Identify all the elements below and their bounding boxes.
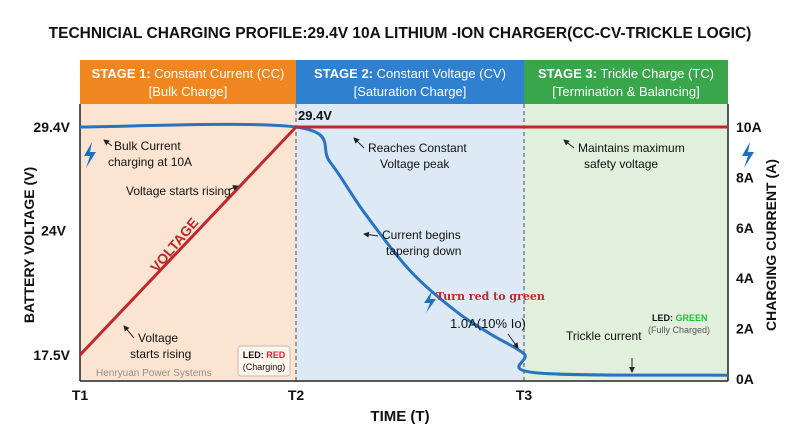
x-axis-title: TIME (T) [370, 408, 429, 425]
led-red-state: RED [266, 350, 286, 360]
y-right-tick-label: 4A [736, 270, 754, 286]
stage2-header-label: STAGE 2: Constant Voltage (CV) [314, 66, 506, 81]
x-tick-label-t3: T3 [516, 387, 533, 403]
annotation-arrow [123, 325, 135, 339]
annotation-voltage-rising-bottom: Voltage starts rising [130, 331, 191, 361]
stage3-header-rest: Trickle Charge (TC) [597, 66, 714, 81]
y-left-axis-title: BATTERY VOLTAGE (V) [21, 167, 37, 323]
y-right-tick-label: 10A [736, 119, 762, 135]
stage2-header-sub: [Saturation Charge] [354, 84, 467, 99]
annotation-reaches-cv-line1: Reaches Constant [368, 141, 467, 155]
stage1-header-label: STAGE 1: Constant Current (CC) [92, 66, 285, 81]
point-label-current-tail: 1.0A(10% Io) [450, 316, 526, 331]
stage2-header [296, 60, 524, 104]
annotation-arrow [353, 137, 365, 149]
y-left-tick-label: 17.5V [33, 347, 70, 363]
y-right-tick-label: 2A [736, 321, 754, 337]
lightning-icon [424, 291, 436, 313]
led-green-label: LED: GREEN [652, 313, 708, 323]
y-right-axis-title: CHARGING CURRENT (A) [763, 159, 779, 331]
annotation-arrow [363, 231, 379, 238]
x-tick-label-t2: T2 [288, 387, 305, 403]
lightning-icon [84, 142, 96, 168]
annotation-bulk-current-line2: charging at 10A [108, 155, 192, 169]
stage2-header-strong: STAGE 2: [314, 66, 373, 81]
chart-title: TECHNICIAL CHARGING PROFILE:29.4V 10A LI… [49, 25, 752, 42]
y-left-tick-label: 24V [41, 222, 67, 238]
y-left-ticks: 29.4V 24V 17.5V [33, 119, 70, 363]
annotation-maintains-line1: Maintains maximum [578, 141, 685, 155]
led-red-note: (Charging) [243, 362, 286, 372]
annotation-voltage-rising-bottom-line1: Voltage [138, 331, 178, 345]
annotation-bulk-current: Bulk Current charging at 10A [108, 139, 192, 169]
stage1-header-strong: STAGE 1: [92, 66, 151, 81]
annotation-current-tapering-line2: tapering down [386, 244, 461, 258]
annotation-turn-red-green: Turn red to green [436, 290, 545, 303]
led-green-state: GREEN [676, 313, 708, 323]
y-left-tick-label: 29.4V [33, 119, 70, 135]
y-right-tick-label: 6A [736, 220, 754, 236]
annotation-reaches-cv: Reaches Constant Voltage peak [368, 141, 470, 171]
series-line-voltage [78, 125, 728, 357]
stage3-header-strong: STAGE 3: [538, 66, 597, 81]
stage1-header [80, 60, 296, 104]
led-red-prefix: LED: [243, 350, 267, 360]
stage2-header-rest: Constant Voltage (CV) [373, 66, 506, 81]
x-tick-label-t1: T1 [72, 387, 89, 403]
lightning-icon [742, 142, 754, 168]
annotation-arrow [563, 139, 575, 149]
point-label-voltage-peak: 29.4V [298, 108, 332, 123]
stage3-header-sub: [Termination & Balancing] [552, 84, 699, 99]
led-red-label: LED: RED [243, 350, 286, 360]
y-right-tick-label: 8A [736, 169, 754, 185]
annotation-arrow [507, 333, 519, 349]
annotation-arrow [103, 139, 113, 147]
y-right-ticks: 10A 8A 6A 4A 2A 0A [736, 119, 762, 387]
annotation-voltage-rising-bottom-line2: starts rising [130, 347, 191, 361]
annotation-current-tapering: Current begins tapering down [382, 228, 464, 258]
stage1-header-sub: [Bulk Charge] [149, 84, 228, 99]
stage3-background [524, 104, 728, 380]
annotation-trickle-current: Trickle current [566, 329, 642, 343]
stage1-header-rest: Constant Current (CC) [151, 66, 285, 81]
stage3-header [524, 60, 728, 104]
annotation-maintains-line2: safety voltage [584, 157, 658, 171]
watermark: Henryuan Power Systems [96, 368, 212, 379]
led-green-note: (Fully Charged) [648, 325, 710, 335]
led-green-prefix: LED: [652, 313, 676, 323]
annotation-arrow [227, 185, 239, 191]
annotation-current-tapering-line1: Current begins [382, 228, 461, 242]
stage2-background [296, 104, 524, 380]
annotation-voltage-rising-top: Voltage starts rising [126, 184, 231, 198]
annotation-reaches-cv-line2: Voltage peak [380, 157, 450, 171]
led-red-badge [237, 345, 291, 377]
stage3-header-label: STAGE 3: Trickle Charge (TC) [538, 66, 714, 81]
annotation-maintains: Maintains maximum safety voltage [578, 141, 688, 171]
annotation-bulk-current-line1: Bulk Current [114, 139, 181, 153]
y-right-tick-label: 0A [736, 371, 754, 387]
